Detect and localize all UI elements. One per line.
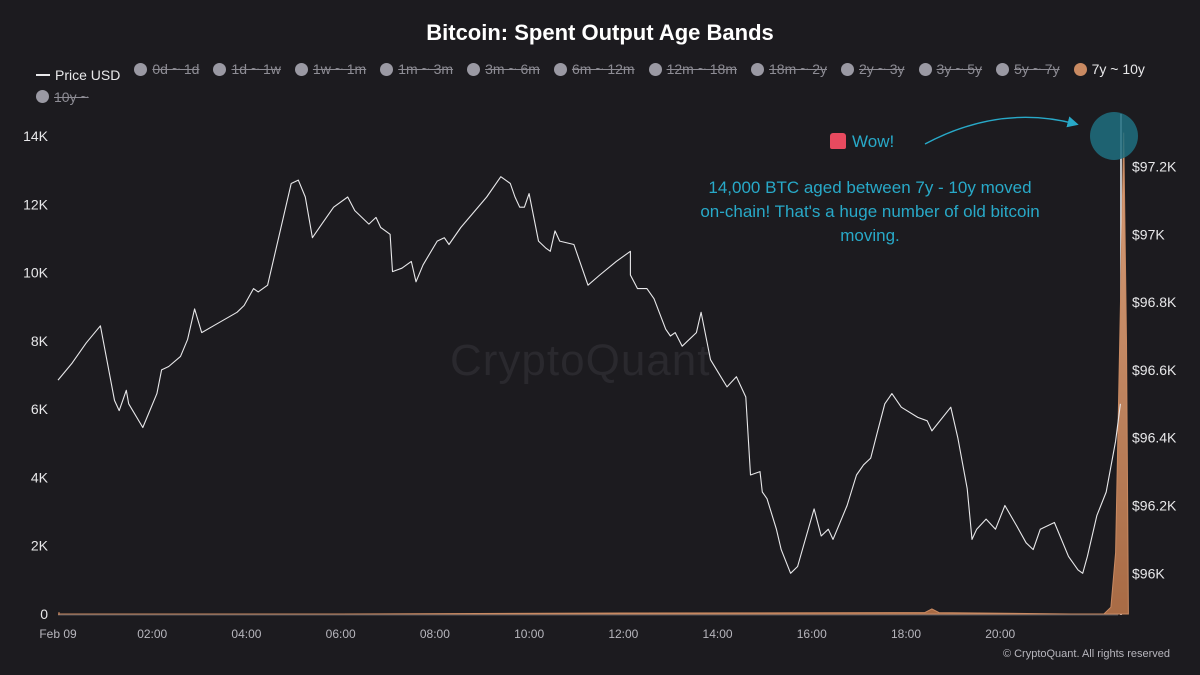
y-left-tick-label: 6K (31, 401, 49, 417)
legend-dot-swatch (467, 62, 481, 76)
legend-label: 2y ~ 3y (859, 61, 905, 77)
legend-dot-swatch (294, 62, 308, 76)
series-area-7y-10y (58, 132, 1129, 615)
annotation-graphics (924, 112, 1138, 160)
x-tick-label: 14:00 (703, 627, 733, 641)
legend-dot-swatch (36, 90, 49, 103)
legend-line-swatch (36, 73, 50, 76)
y-right-tick-label: $96.2K (1132, 498, 1177, 514)
series-line-price-usd (57, 176, 1121, 574)
y-left-tick-label: 0 (40, 606, 48, 622)
x-tick-label: 20:00 (985, 627, 1015, 641)
legend-item-4[interactable]: 1m ~ 3m (380, 58, 453, 80)
copyright-footer: © CryptoQuant. All rights reserved (1002, 648, 1170, 660)
y-right-tick-label: $96.6K (1132, 362, 1177, 378)
legend-label: 3y ~ 5y (936, 61, 983, 77)
annotation-note: 14,000 BTC aged between 7y - 10y moved o… (700, 178, 1040, 245)
legend-dot-swatch (553, 62, 567, 76)
y-right-tick-label: $96.8K (1132, 294, 1177, 310)
annotation-wow-text: Wow! (852, 132, 895, 151)
legend-dot-swatch (841, 62, 854, 76)
y-right-tick-label: $97K (1132, 226, 1165, 242)
legend-label: 0d ~ 1d (152, 61, 200, 77)
y-left-tick-label: 14K (23, 128, 49, 144)
series-price-usd (57, 176, 1121, 574)
y-left-tick-label: 4K (31, 469, 49, 485)
legend-dot-swatch (648, 62, 662, 76)
x-tick-label: 02:00 (137, 627, 167, 641)
x-tick-label: 16:00 (797, 627, 827, 641)
legend-label: 12m ~ 18m (666, 61, 738, 77)
x-tick-label: Feb 09 (39, 627, 77, 641)
legend-dot-swatch (751, 62, 765, 76)
legend-dot-swatch (380, 62, 394, 76)
watermark: CryptoQuant (450, 336, 711, 385)
legend-item-2[interactable]: 1d ~ 1w (213, 58, 281, 80)
legend-dot-swatch (213, 62, 227, 76)
annotation-arrow (924, 116, 1079, 145)
legend-item-5[interactable]: 3m ~ 6m (467, 58, 540, 80)
legend-item-10[interactable]: 3y ~ 5y (918, 58, 983, 80)
legend-item-7[interactable]: 12m ~ 18m (648, 58, 738, 80)
chart-legend: Price USD 0d ~ 1d 1d ~ 1w 1w ~ 1m 1m ~ 3m 3m … (36, 58, 1176, 109)
legend-dot-swatch (918, 62, 932, 76)
legend-item-8[interactable]: 18m ~ 2y (751, 58, 827, 80)
chart-title: Bitcoin: Spent Output Age Bands (426, 20, 774, 45)
legend-dot-swatch (1073, 62, 1087, 76)
legend-label: 18m ~ 2y (769, 61, 827, 77)
x-tick-label: 06:00 (326, 627, 356, 641)
legend-label: 10y ~ (54, 88, 89, 105)
legend-dot-swatch (996, 62, 1010, 76)
legend-item-0[interactable]: Price USD (36, 64, 120, 86)
series-7y-10y (58, 132, 1129, 615)
y-left-tick-label: 2K (31, 538, 49, 554)
legend-label: Price USD (55, 66, 121, 83)
legend-item-9[interactable]: 2y ~ 3y (841, 58, 905, 80)
y-right-tick-label: $96K (1132, 565, 1165, 581)
annotation-wow: Wow! (830, 132, 894, 152)
legend-item-13[interactable]: 10y ~ (36, 86, 89, 108)
legend-item-6[interactable]: 6m ~ 12m (553, 58, 635, 80)
y-left-tick-label: 12K (23, 196, 49, 212)
y-right-tick-label: $97.2K (1132, 159, 1177, 175)
legend-label: 7y ~ 10y (1091, 61, 1145, 77)
legend-label: 1m ~ 3m (398, 61, 454, 77)
alarm-icon (830, 133, 846, 149)
x-tick-label: 12:00 (608, 627, 638, 641)
legend-label: 3m ~ 6m (485, 61, 540, 77)
legend-label: 1w ~ 1m (312, 61, 367, 77)
highlight-circle (1090, 112, 1138, 160)
x-tick-label: 10:00 (514, 627, 544, 641)
legend-label: 5y ~ 7y (1014, 61, 1060, 77)
legend-item-12[interactable]: 7y ~ 10y (1073, 58, 1145, 80)
x-tick-label: 08:00 (420, 627, 450, 641)
legend-item-11[interactable]: 5y ~ 7y (996, 58, 1060, 80)
x-tick-label: 04:00 (231, 627, 261, 641)
y-left-tick-label: 8K (31, 333, 49, 349)
legend-item-3[interactable]: 1w ~ 1m (294, 58, 367, 80)
x-tick-label: 18:00 (891, 627, 921, 641)
y-left-tick-label: 10K (23, 265, 49, 281)
legend-item-1[interactable]: 0d ~ 1d (134, 58, 199, 80)
legend-dot-swatch (134, 62, 148, 76)
y-right-tick-label: $96.4K (1132, 430, 1177, 446)
legend-label: 1d ~ 1w (231, 61, 281, 77)
legend-label: 6m ~ 12m (571, 61, 635, 77)
